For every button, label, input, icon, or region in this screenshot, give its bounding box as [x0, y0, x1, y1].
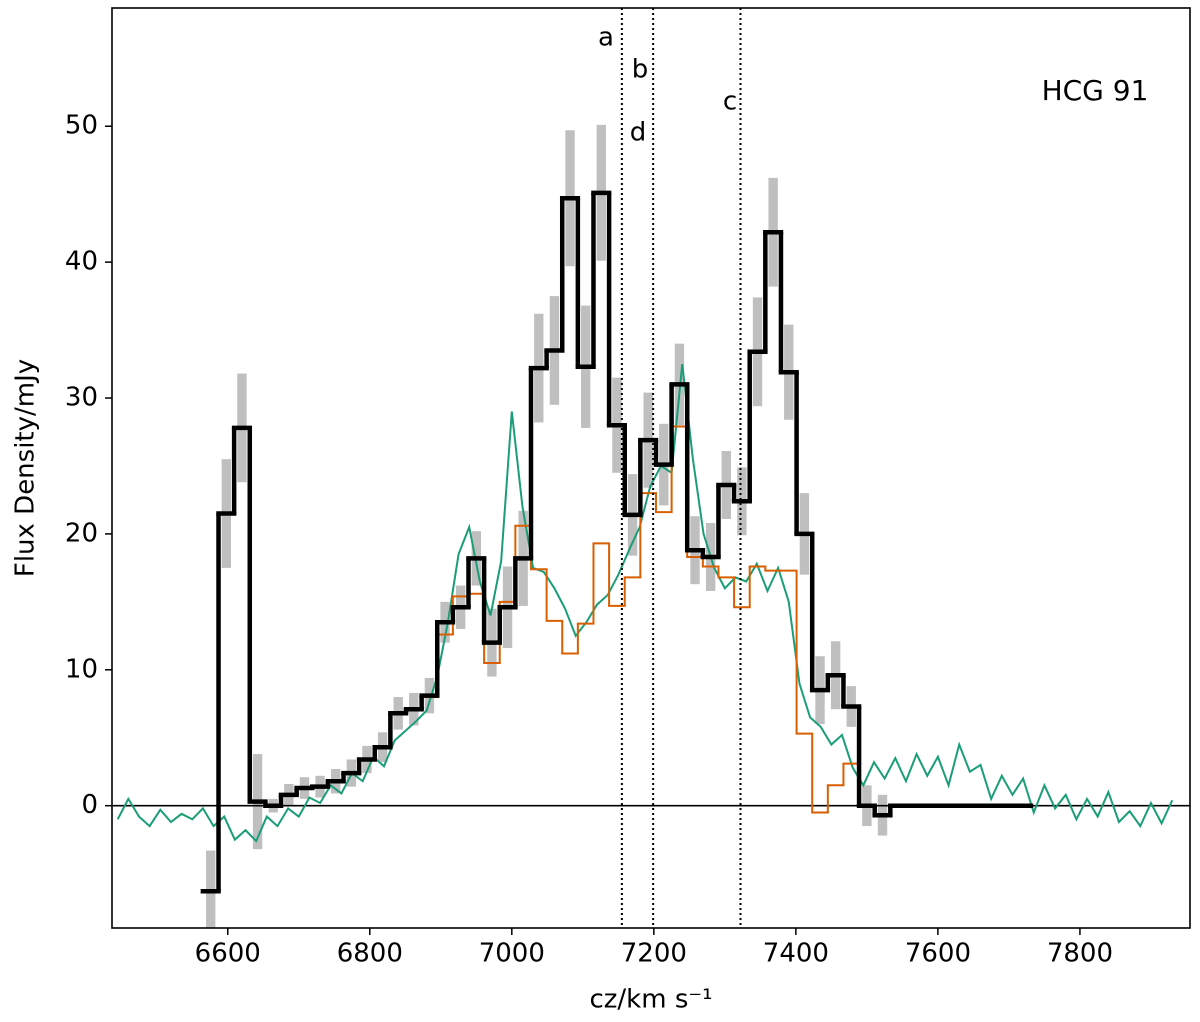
annotation: d: [630, 118, 647, 148]
x-tick-label: 7400: [763, 939, 829, 969]
x-tick-label: 7800: [1047, 939, 1113, 969]
annotation: a: [598, 23, 614, 53]
spectrum-line: [116, 363, 1174, 843]
axes-frame: [111, 7, 1191, 929]
annotation: b: [632, 55, 649, 85]
x-tick-label: 7000: [479, 939, 545, 969]
x-tick-label: 7200: [621, 939, 687, 969]
x-tick-label: 6800: [337, 939, 403, 969]
y-tick-label: 0: [81, 790, 98, 820]
x-axis-label: cz/km s⁻¹: [589, 985, 712, 1015]
y-tick-label: 20: [65, 518, 98, 548]
annotation: HCG 91: [1042, 74, 1149, 107]
y-tick-label: 50: [65, 111, 98, 141]
y-tick-label: 40: [65, 247, 98, 277]
annotation: c: [723, 87, 737, 117]
y-axis-label: Flux Density/mJy: [11, 359, 41, 577]
plot-area: [112, 124, 1190, 928]
y-tick-label: 10: [65, 654, 98, 684]
y-tick-label: 30: [65, 383, 98, 413]
x-tick-label: 7600: [905, 939, 971, 969]
x-tick-label: 6600: [195, 939, 261, 969]
